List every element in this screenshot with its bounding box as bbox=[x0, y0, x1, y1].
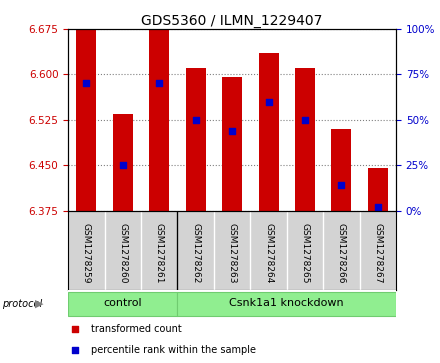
Point bbox=[338, 182, 345, 188]
Bar bbox=[186, 68, 205, 211]
Text: Csnk1a1 knockdown: Csnk1a1 knockdown bbox=[229, 298, 344, 309]
Bar bbox=[222, 77, 242, 211]
Text: protocol: protocol bbox=[2, 299, 42, 309]
Title: GDS5360 / ILMN_1229407: GDS5360 / ILMN_1229407 bbox=[141, 14, 323, 28]
Bar bbox=[68, 292, 177, 316]
Point bbox=[156, 81, 163, 86]
Bar bbox=[368, 168, 388, 211]
Point bbox=[192, 117, 199, 123]
Point bbox=[71, 347, 78, 353]
Bar bbox=[113, 114, 133, 211]
Point bbox=[374, 204, 381, 210]
Text: percentile rank within the sample: percentile rank within the sample bbox=[91, 345, 256, 355]
Bar bbox=[77, 29, 96, 211]
Text: GSM1278263: GSM1278263 bbox=[227, 223, 237, 283]
Text: transformed count: transformed count bbox=[91, 323, 182, 334]
Bar bbox=[295, 68, 315, 211]
Text: GSM1278259: GSM1278259 bbox=[82, 223, 91, 283]
Point bbox=[119, 162, 126, 168]
Bar bbox=[149, 29, 169, 211]
Text: GSM1278260: GSM1278260 bbox=[118, 223, 127, 283]
Text: ▶: ▶ bbox=[35, 299, 44, 309]
Bar bbox=[177, 292, 396, 316]
Text: GSM1278261: GSM1278261 bbox=[155, 223, 164, 283]
Bar bbox=[259, 53, 279, 211]
Text: GSM1278264: GSM1278264 bbox=[264, 223, 273, 283]
Text: GSM1278267: GSM1278267 bbox=[373, 223, 382, 283]
Point bbox=[83, 81, 90, 86]
Point bbox=[71, 326, 78, 331]
Point bbox=[229, 128, 236, 134]
Text: control: control bbox=[103, 298, 142, 309]
Text: GSM1278265: GSM1278265 bbox=[301, 223, 309, 283]
Text: GSM1278266: GSM1278266 bbox=[337, 223, 346, 283]
Text: GSM1278262: GSM1278262 bbox=[191, 223, 200, 283]
Bar bbox=[331, 129, 352, 211]
Point bbox=[301, 117, 308, 123]
Point bbox=[265, 99, 272, 105]
